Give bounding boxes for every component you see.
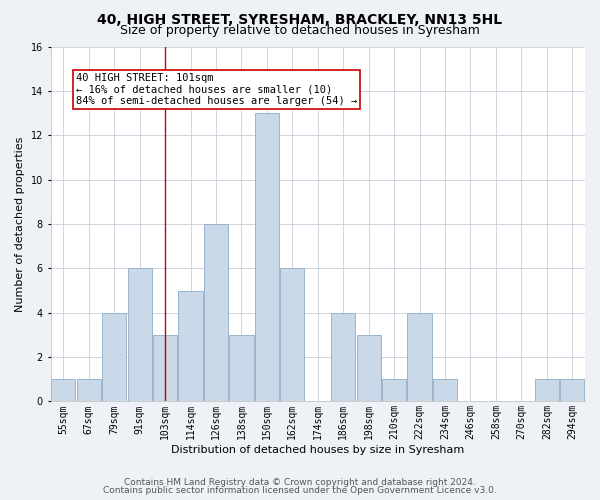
Bar (255, 113, 279, 402)
Bar (331, 312, 355, 402)
Bar (102, 312, 126, 402)
Bar (128, 268, 152, 402)
Bar (382, 379, 406, 402)
Bar (229, 335, 254, 402)
Y-axis label: Number of detached properties: Number of detached properties (15, 136, 25, 312)
Bar (204, 224, 228, 402)
Text: Size of property relative to detached houses in Syresham: Size of property relative to detached ho… (120, 24, 480, 37)
Text: Contains public sector information licensed under the Open Government Licence v3: Contains public sector information licen… (103, 486, 497, 495)
Bar (178, 290, 203, 402)
Bar (280, 268, 304, 402)
Bar (77, 379, 101, 402)
Bar (51, 379, 76, 402)
Bar (560, 379, 584, 402)
Text: 40, HIGH STREET, SYRESHAM, BRACKLEY, NN13 5HL: 40, HIGH STREET, SYRESHAM, BRACKLEY, NN1… (97, 12, 503, 26)
Bar (356, 335, 381, 402)
Bar (153, 335, 177, 402)
X-axis label: Distribution of detached houses by size in Syresham: Distribution of detached houses by size … (171, 445, 464, 455)
Bar (535, 379, 559, 402)
Bar (433, 379, 457, 402)
Text: Contains HM Land Registry data © Crown copyright and database right 2024.: Contains HM Land Registry data © Crown c… (124, 478, 476, 487)
Bar (407, 312, 431, 402)
Text: 40 HIGH STREET: 101sqm
← 16% of detached houses are smaller (10)
84% of semi-det: 40 HIGH STREET: 101sqm ← 16% of detached… (76, 73, 357, 106)
